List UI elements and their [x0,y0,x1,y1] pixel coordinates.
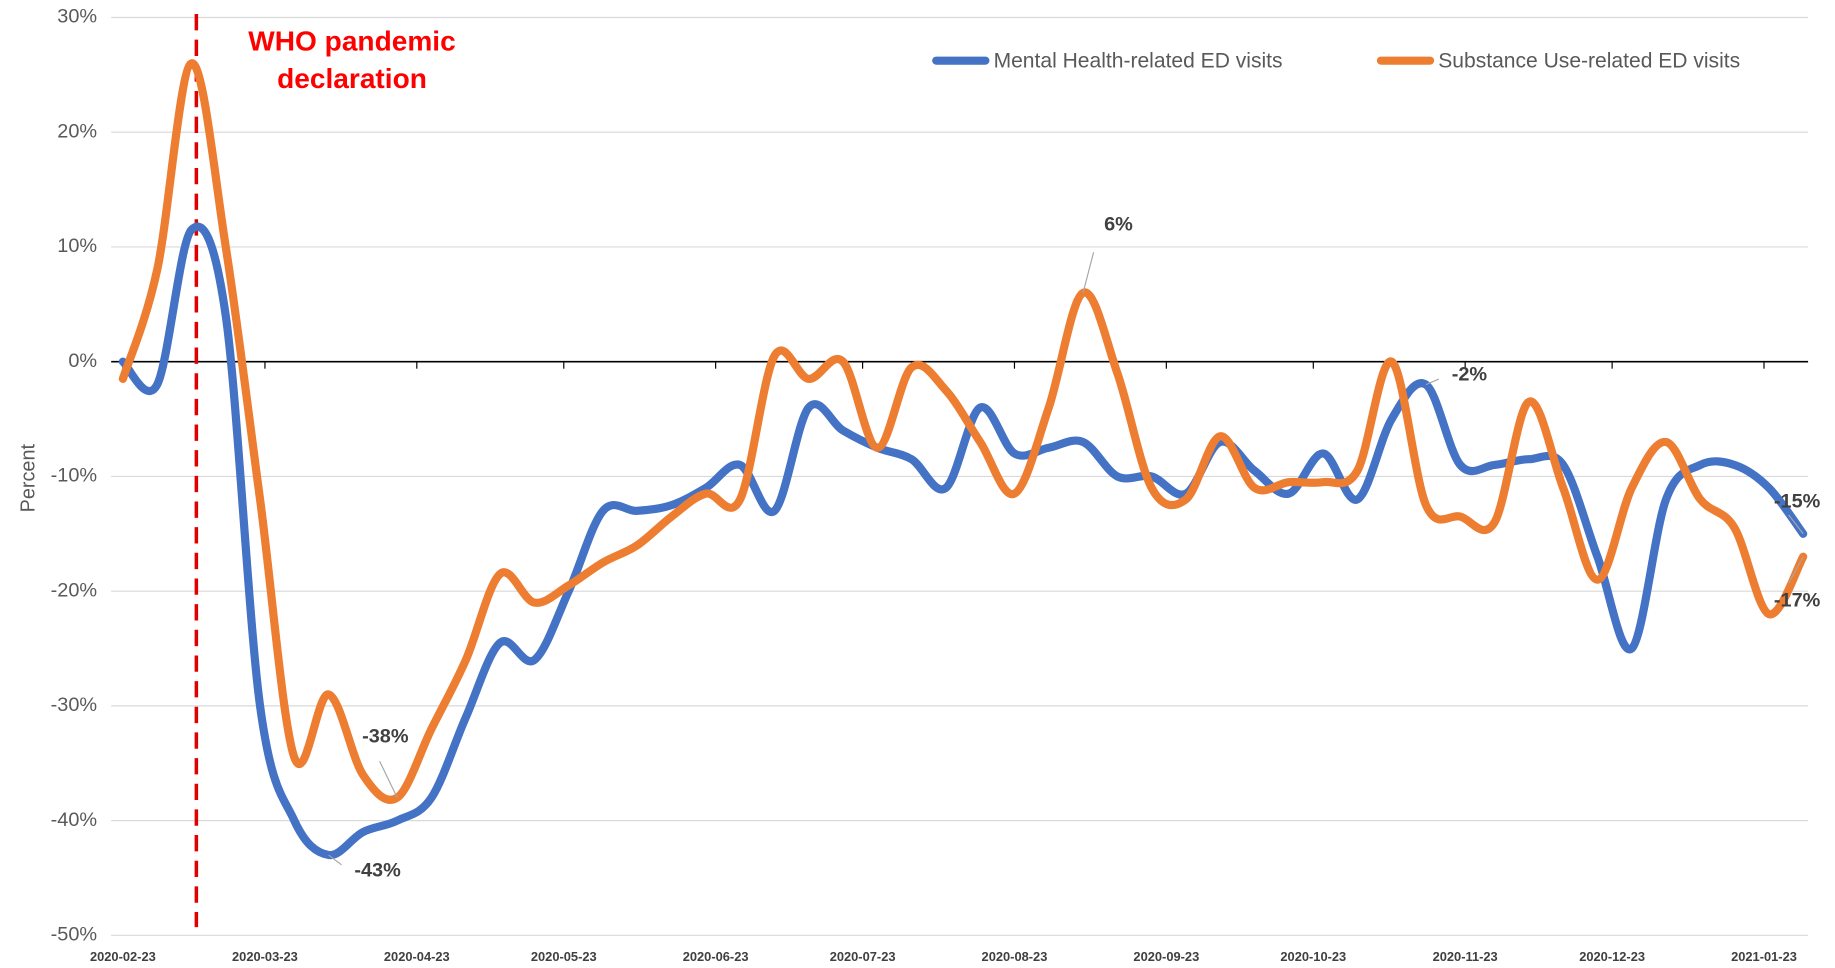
x-tick-label: 2020-05-23 [531,949,597,964]
label-leader [1082,252,1095,293]
label-leader [328,854,342,866]
annotation-text: declaration [277,63,427,94]
legend-label: Mental Health-related ED visits [994,49,1283,72]
y-tick-label: -20% [51,579,97,601]
x-tick-label: 2020-10-23 [1280,949,1346,964]
x-tick-label: 2020-11-23 [1433,949,1498,964]
data-line [118,222,1808,860]
label-leader [1788,514,1804,535]
data-label: -2% [1452,364,1488,386]
x-tick-label: 2021-01-23 [1731,949,1797,964]
x-tick-label: 2020-08-23 [982,949,1048,964]
label-leader [1788,556,1804,584]
legend-label: Substance Use-related ED visits [1438,49,1740,72]
x-tick-label: 2020-09-23 [1133,949,1199,964]
label-leader [379,761,398,798]
x-tick-label: 2020-07-23 [830,949,896,964]
x-tick-label: 2020-03-23 [232,949,298,964]
data-line [118,59,1808,804]
x-tick-label: 2020-12-23 [1579,949,1645,964]
data-label: -17% [1774,589,1821,611]
data-label: -38% [362,725,409,747]
y-tick-label: -30% [51,694,97,716]
y-tick-label: 0% [68,350,97,372]
label-leader [1425,378,1440,386]
y-axis-label: Percent [17,444,39,513]
data-label: -43% [354,860,401,882]
y-tick-label: 10% [57,235,97,257]
data-label: 6% [1104,213,1133,235]
x-tick-label: 2020-06-23 [683,949,749,964]
x-tick-label: 2020-02-23 [90,949,156,964]
y-tick-label: -50% [51,924,97,946]
y-tick-label: 20% [57,120,97,142]
y-tick-label: 30% [57,6,97,28]
y-tick-label: -40% [51,809,97,831]
y-tick-label: -10% [51,465,97,487]
data-label: -15% [1774,491,1821,513]
annotation-text: WHO pandemic [248,26,455,57]
x-tick-label: 2020-04-23 [384,949,450,964]
